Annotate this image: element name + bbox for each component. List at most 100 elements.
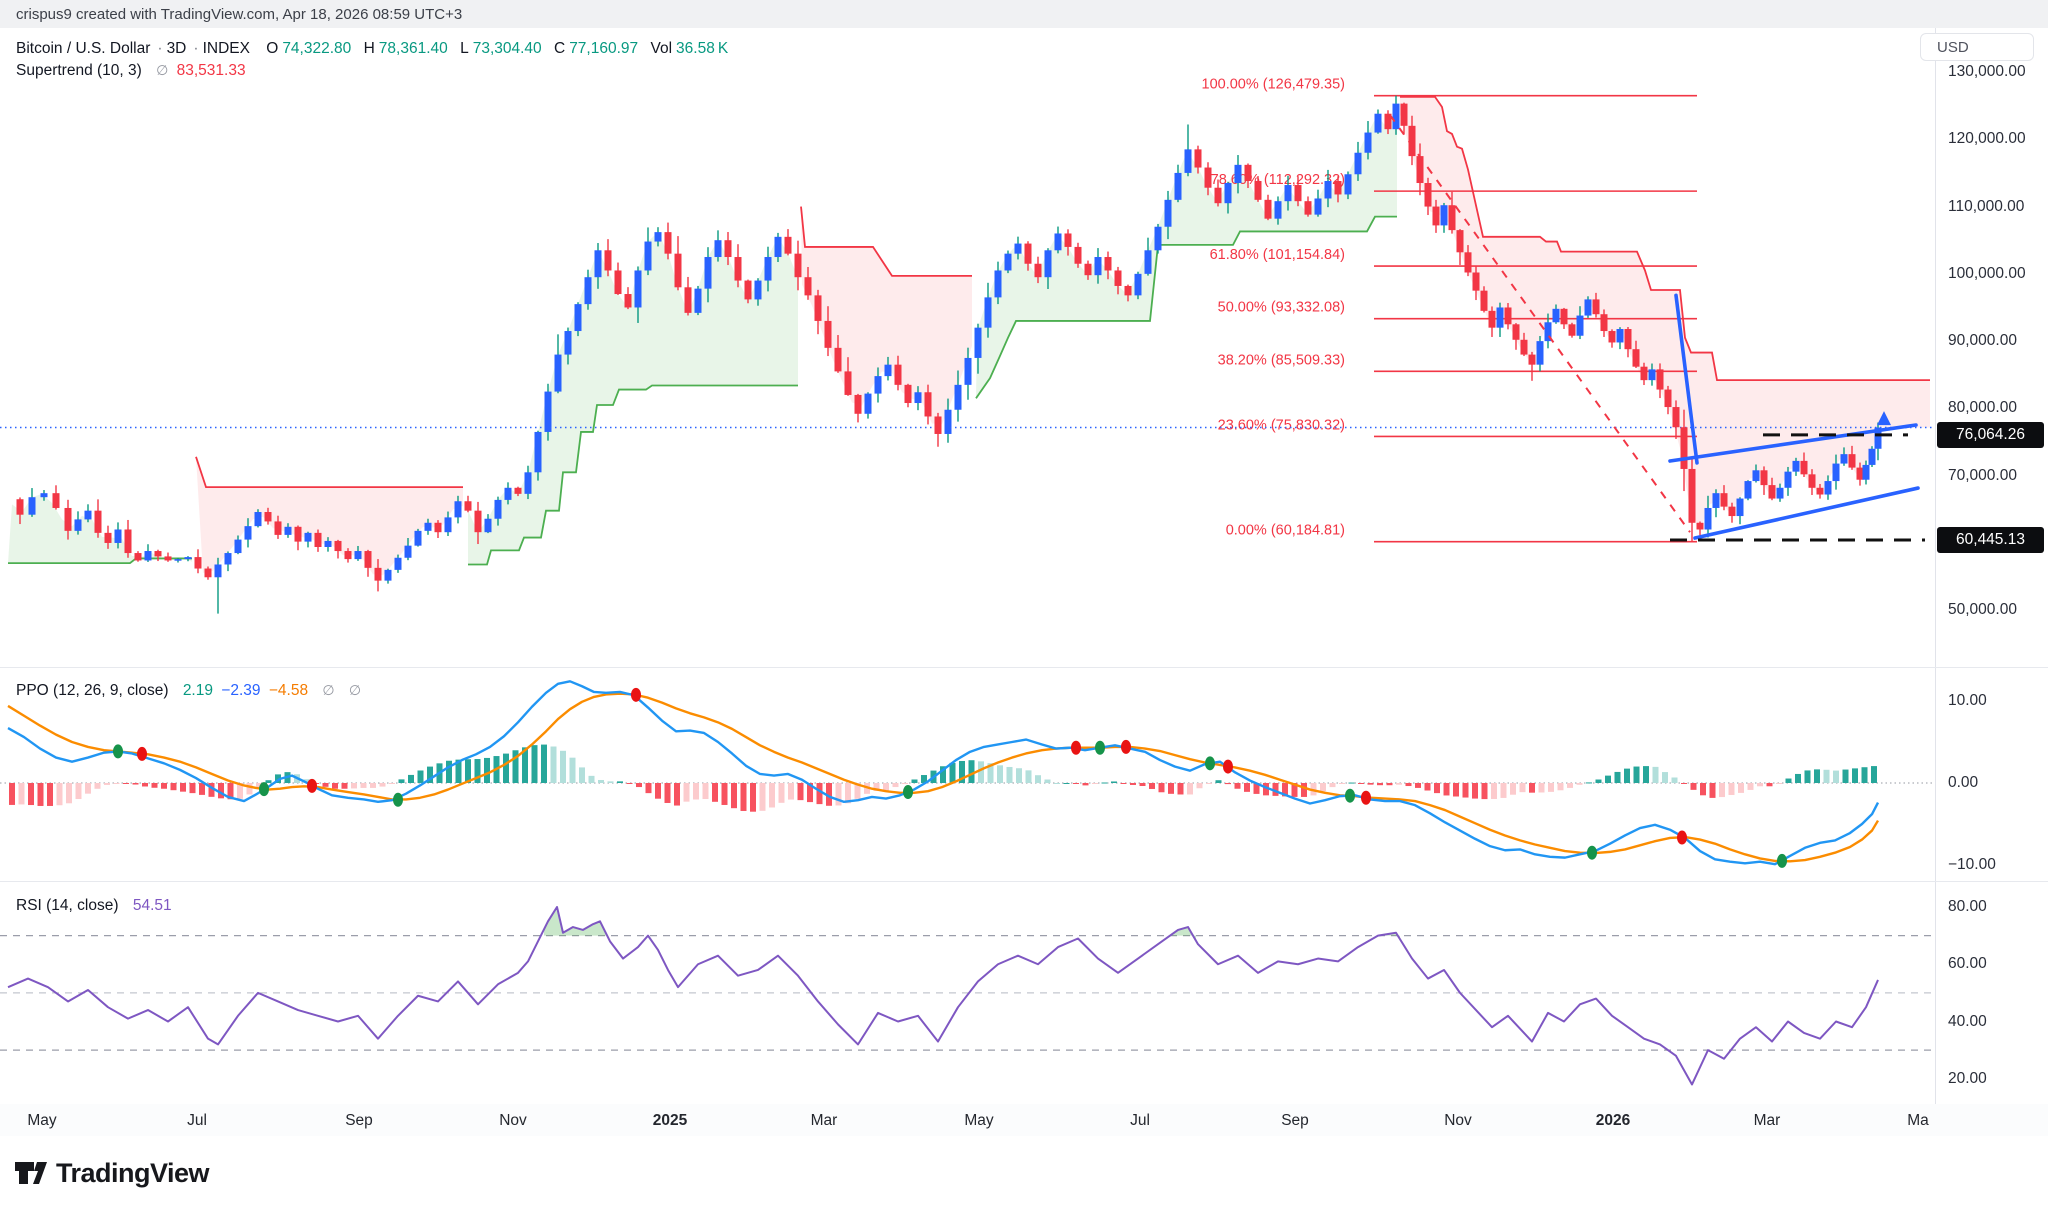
ppo-tick: −10.00 <box>1948 856 1996 873</box>
open-label: O <box>266 40 279 57</box>
red-cross-dot <box>1071 740 1081 755</box>
price-tick: 50,000.00 <box>1948 601 2017 619</box>
rsi-tick: 40.00 <box>1948 1012 1987 1030</box>
supertrend-legend-row[interactable]: Supertrend (10, 3) ∅ 83,531.33 <box>16 62 250 80</box>
price-tick: 90,000.00 <box>1948 332 2017 350</box>
green-cross-dot <box>393 792 403 807</box>
time-axis-label: Sep <box>1281 1112 1309 1129</box>
time-axis-label: Ma <box>1907 1112 1929 1129</box>
red-dashed-trendline <box>1389 114 1691 533</box>
green-cross-dot <box>1345 788 1355 803</box>
symbol-legend-row[interactable]: Bitcoin / U.S. Dollar · 3D · INDEX O 74,322.8… <box>16 40 736 58</box>
volume-value: 36.58 K <box>676 40 729 57</box>
red-cross-dot <box>631 687 641 702</box>
time-axis-label: Sep <box>345 1112 373 1129</box>
fib-level-label[interactable]: 100.00% (126,479.35) <box>1202 77 1346 93</box>
time-axis[interactable] <box>0 1104 2048 1136</box>
time-axis-label: May <box>27 1112 57 1129</box>
fib-level-label[interactable]: 78.60% (112,292.32) <box>1211 172 1345 188</box>
ppo-name: PPO (12, 26, 9, close) <box>16 682 169 699</box>
ppo-tick: 10.00 <box>1948 692 1987 709</box>
supertrend-name: Supertrend (10, 3) <box>16 62 142 79</box>
price-level-badge: 60,445.13 <box>1937 526 2044 553</box>
blue-impulse-line <box>1674 293 1699 465</box>
trendline-drawings <box>1389 114 1925 542</box>
time-axis-label: 2025 <box>652 1112 688 1129</box>
time-axis-label: Mar <box>1753 1112 1781 1129</box>
volume-label: Vol <box>650 40 673 57</box>
rsi-pane <box>0 906 1935 1086</box>
red-cross-dot <box>137 746 147 761</box>
red-cross-dot <box>1223 759 1233 774</box>
high-label: H <box>363 40 375 57</box>
time-axis-label: Jul <box>1130 1112 1150 1129</box>
ppo-histogram <box>9 744 1877 812</box>
hide-indicator-icon[interactable]: ∅ <box>322 682 335 698</box>
rsi-value: 54.51 <box>132 897 172 914</box>
symbol-interval: 3D <box>166 40 187 57</box>
price-tick: 130,000.00 <box>1948 63 2026 80</box>
time-axis-label: 2026 <box>1595 1112 1631 1129</box>
time-axis-label: Jul <box>187 1112 207 1129</box>
red-cross-dot <box>1361 790 1371 805</box>
symbol-title: Bitcoin / U.S. Dollar <box>16 40 151 57</box>
rsi-legend-row[interactable]: RSI (14, close) 54.51 <box>16 897 176 915</box>
ppo-legend-row[interactable]: PPO (12, 26, 9, close) 2.19 −2.39 −4.58 … <box>16 682 365 700</box>
fib-retracement: 100.00% (126,479.35) 78.60% (112,292.32) 6… <box>1202 77 1697 543</box>
tradingview-wordmark[interactable]: TradingView <box>56 1158 210 1188</box>
attribution-strip <box>0 0 2048 28</box>
supertrend-band <box>8 95 1930 576</box>
fib-level-label[interactable]: 61.80% (101,154.84) <box>1210 247 1345 263</box>
price-tick: 120,000.00 <box>1948 130 2026 148</box>
green-cross-dot <box>903 785 913 800</box>
rsi-line <box>7 906 1879 1086</box>
symbol-exchange: INDEX <box>202 40 250 57</box>
supertrend-value: 83,531.33 <box>176 62 246 79</box>
hide-indicator-icon[interactable]: ∅ <box>348 682 362 698</box>
green-cross-dot <box>1777 853 1787 868</box>
high-value: 78,361.40 <box>378 40 448 57</box>
price-tick: 70,000.00 <box>1948 466 2017 484</box>
time-axis-label: Nov <box>499 1112 527 1129</box>
rsi-name: RSI (14, close) <box>16 897 119 914</box>
ppo-signal-value: −4.58 <box>268 682 309 699</box>
rsi-tick: 80.00 <box>1948 898 1987 915</box>
candlesticks <box>16 95 1882 614</box>
low-label: L <box>460 40 469 57</box>
red-cross-dot <box>307 778 317 793</box>
time-axis-label: May <box>964 1112 994 1129</box>
time-axis-label: Nov <box>1444 1112 1472 1129</box>
fib-level-label[interactable]: 0.00% (60,184.81) <box>1226 523 1345 539</box>
attribution-text: crispus9 created with TradingView.com, A… <box>16 6 463 23</box>
hide-indicator-icon[interactable]: ∅ <box>156 62 169 78</box>
ppo-line-value: −2.39 <box>221 682 261 699</box>
ppo-histogram-value: 2.19 <box>182 682 213 699</box>
currency-toggle-button[interactable]: USD <box>1920 33 2034 61</box>
green-cross-dot <box>1095 740 1105 755</box>
close-label: C <box>553 40 566 57</box>
rsi-tick: 60.00 <box>1948 955 1987 973</box>
footer <box>0 1136 2048 1207</box>
pane-separator[interactable] <box>0 881 2048 882</box>
rsi-tick: 20.00 <box>1948 1069 1987 1087</box>
ppo-signal-line <box>7 692 1880 863</box>
green-cross-dot <box>1205 756 1215 771</box>
ppo-cross-dots <box>113 687 1787 868</box>
fib-level-label[interactable]: 50.00% (93,332.08) <box>1218 300 1345 316</box>
low-value: 73,304.40 <box>472 40 542 57</box>
blue-channel-upper <box>1668 423 1918 463</box>
legend-separator: · <box>157 40 163 57</box>
fib-level-label[interactable]: 23.60% (75,830.32) <box>1218 417 1345 433</box>
tradingview-logo-icon[interactable] <box>14 1161 52 1191</box>
price-tick: 100,000.00 <box>1948 264 2026 282</box>
green-cross-dot <box>1587 845 1597 860</box>
open-value: 74,322.80 <box>282 40 352 57</box>
arrow-marker <box>1877 411 1891 426</box>
ppo-tick: 0.00 <box>1948 774 1979 791</box>
blue-channel-lower <box>1693 486 1920 540</box>
price-level-badge: 76,064.26 <box>1937 421 2044 448</box>
pane-separator[interactable] <box>0 667 2048 668</box>
fib-level-label[interactable]: 38.20% (85,509.33) <box>1218 352 1345 368</box>
price-tick: 80,000.00 <box>1948 399 2017 417</box>
